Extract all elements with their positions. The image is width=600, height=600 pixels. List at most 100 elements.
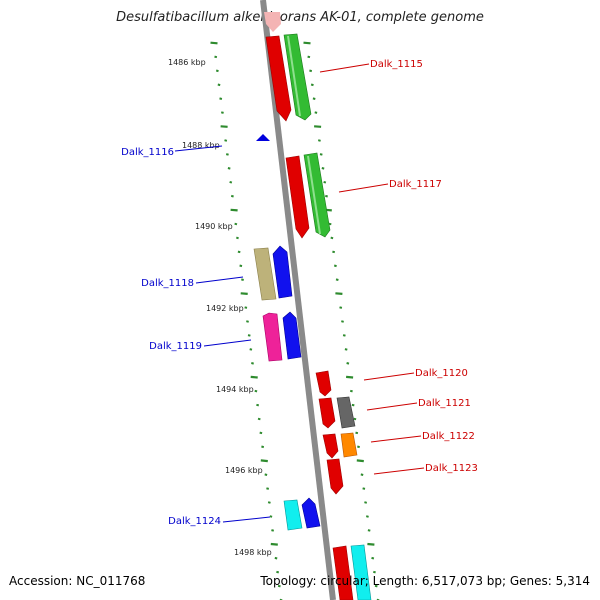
gene-label-dalk-1122[interactable]: Dalk_1122 <box>422 431 475 442</box>
outer-tick-mark <box>367 542 375 546</box>
gene-arrow-dalk-1122-red[interactable] <box>322 433 339 459</box>
inner-tick-mark <box>220 125 228 128</box>
outer-tick-mark <box>373 570 376 574</box>
outer-tick-mark <box>351 403 355 407</box>
outer-tick-mark <box>371 556 375 560</box>
outer-tick-mark <box>332 250 336 254</box>
outer-tick-track <box>303 41 380 600</box>
outer-tick-mark <box>335 278 339 281</box>
inner-tick-mark <box>240 292 248 295</box>
tick-label-1488: 1488 kbp <box>182 141 220 150</box>
gene-arrow-dalk-1122-orange[interactable] <box>340 432 358 458</box>
callout-line-dalk-1123 <box>373 467 425 475</box>
gene-label-dalk-1119[interactable]: Dalk_1119 <box>149 341 202 352</box>
gene-arrow-highlight <box>287 35 301 117</box>
outer-tick-mark <box>353 417 357 421</box>
gene-arrow-dalk-1121-grey[interactable] <box>336 396 356 429</box>
inner-tick-mark <box>256 403 260 407</box>
inner-tick-mark <box>254 389 258 393</box>
gene-label-dalk-1115[interactable]: Dalk_1115 <box>370 59 423 70</box>
callout-line-dalk-1124 <box>222 516 271 523</box>
inner-tick-mark <box>270 542 278 546</box>
inner-tick-mark <box>259 431 263 435</box>
inner-tick-mark <box>236 236 239 240</box>
outer-tick-mark <box>364 501 368 504</box>
tick-label-1496: 1496 kbp <box>225 466 263 475</box>
outer-tick-mark <box>341 320 344 323</box>
gene-arrow-dalk-1118-olive[interactable] <box>253 247 277 301</box>
tick-label-1486: 1486 kbp <box>168 58 206 67</box>
inner-tick-mark <box>250 375 258 379</box>
gene-arrow-dalk-1118-blue[interactable] <box>272 245 293 299</box>
inner-tick-mark <box>267 501 271 504</box>
inner-tick-mark <box>274 556 278 560</box>
gene-label-dalk-1124[interactable]: Dalk_1124 <box>168 516 221 527</box>
gene-label-dalk-1117[interactable]: Dalk_1117 <box>389 179 442 190</box>
outer-tick-mark <box>319 153 323 156</box>
outer-tick-mark <box>346 362 350 365</box>
inner-tick-mark <box>230 208 238 212</box>
callout-line-dalk-1121 <box>366 402 418 411</box>
outer-tick-mark <box>374 584 378 588</box>
genome-backbone <box>260 0 336 600</box>
callout-line-dalk-1115 <box>319 63 370 73</box>
outer-tick-mark <box>339 306 343 309</box>
accession-text: Accession: NC_011768 <box>9 574 146 588</box>
callout-line-dalk-1118 <box>195 276 244 284</box>
gene-arrow-top-partial[interactable] <box>264 12 281 32</box>
outer-tick-mark <box>357 445 360 449</box>
outer-tick-mark <box>342 334 346 337</box>
inner-tick-mark <box>227 167 231 170</box>
gene-arrow-bottom-red[interactable] <box>332 545 354 600</box>
gene-arrow-dalk-1121-red[interactable] <box>318 397 336 429</box>
gene-arrow-dalk-1124-blue[interactable] <box>301 497 321 529</box>
outer-tick-mark <box>303 41 311 45</box>
outer-tick-mark <box>355 431 359 435</box>
outer-tick-mark <box>333 264 337 268</box>
gene-arrow-dalk-1123[interactable] <box>326 458 344 495</box>
inner-tick-mark <box>220 111 224 114</box>
outer-tick-mark <box>335 292 343 295</box>
tick-label-1492: 1492 kbp <box>206 304 244 313</box>
outer-tick-mark <box>365 515 369 518</box>
outer-tick-mark <box>317 139 321 142</box>
inner-tick-mark <box>266 487 270 490</box>
inner-tick-mark <box>276 570 280 574</box>
callout-line-dalk-1120 <box>363 372 415 381</box>
gene-arrow-dalk-1120[interactable] <box>315 370 332 397</box>
outer-tick-mark <box>349 389 353 393</box>
inner-tick-mark <box>251 362 254 365</box>
outer-tick-mark <box>330 236 334 240</box>
gene-label-dalk-1120[interactable]: Dalk_1120 <box>415 368 468 379</box>
gene-arrow-bottom-cyan[interactable] <box>350 544 372 600</box>
inner-tick-mark <box>261 445 265 449</box>
inner-tick-mark <box>249 348 253 351</box>
inner-tick-mark <box>234 222 238 226</box>
gene-arrow-dalk-1117-red[interactable] <box>285 155 310 239</box>
tick-label-1498: 1498 kbp <box>234 548 272 557</box>
inner-tick-mark <box>224 139 228 142</box>
outer-tick-mark <box>325 194 328 198</box>
gene-arrow-dalk-1115-red[interactable] <box>265 35 292 122</box>
inner-tick-mark <box>247 334 251 337</box>
gene-arrow-dalk-1119-magenta[interactable] <box>262 312 283 362</box>
inner-tick-mark <box>264 473 268 476</box>
gene-arrow-dalk-1124-cyan[interactable] <box>283 499 303 531</box>
inner-tick-mark <box>215 69 219 73</box>
gene-arrow-dalk-1116[interactable] <box>256 134 270 141</box>
gene-label-dalk-1118[interactable]: Dalk_1118 <box>141 278 194 289</box>
gene-label-dalk-1116[interactable]: Dalk_1116 <box>121 147 174 158</box>
gene-arrow-dalk-1119-blue[interactable] <box>282 311 302 360</box>
outer-tick-mark <box>328 222 332 226</box>
outer-tick-mark <box>314 125 322 128</box>
gene-label-dalk-1121[interactable]: Dalk_1121 <box>418 398 471 409</box>
inner-tick-mark <box>230 194 234 198</box>
inner-tick-mark <box>246 320 249 323</box>
outer-tick-mark <box>312 97 316 100</box>
outer-tick-mark <box>321 167 325 170</box>
outer-tick-mark <box>362 487 366 490</box>
inner-tick-mark <box>229 180 233 184</box>
callout-line-dalk-1122 <box>370 435 422 443</box>
gene-label-dalk-1123[interactable]: Dalk_1123 <box>425 463 478 474</box>
